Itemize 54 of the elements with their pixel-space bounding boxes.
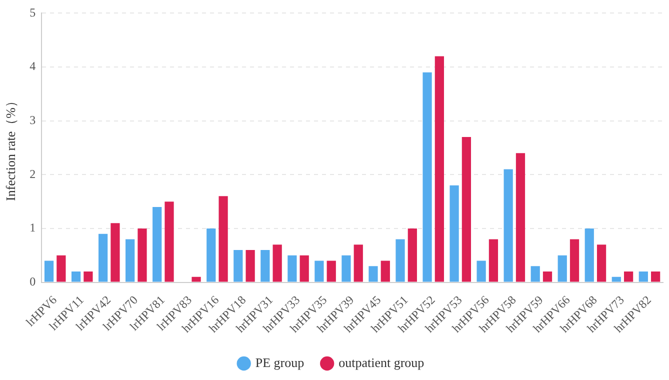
bar: [44, 260, 54, 282]
bar: [542, 272, 552, 282]
bar: [434, 56, 444, 282]
bar: [192, 276, 201, 282]
bar: [314, 260, 324, 282]
bar: [234, 250, 243, 282]
bar: [396, 239, 405, 282]
bar: [110, 223, 120, 282]
bar: [84, 272, 93, 282]
bar: [342, 255, 351, 282]
bar: [462, 136, 472, 282]
bar: [422, 72, 432, 282]
bar: [354, 244, 363, 282]
bar: [558, 255, 567, 282]
bar: [584, 228, 594, 282]
bar: [488, 239, 498, 282]
bar: [138, 228, 147, 282]
y-tick-label: 2: [30, 166, 36, 181]
bar: [326, 260, 336, 282]
bar: [71, 272, 81, 282]
bar: [476, 260, 486, 282]
bar: [56, 255, 66, 282]
legend-label: PE group: [255, 354, 304, 370]
bar: [152, 206, 162, 282]
y-tick-label: 1: [30, 220, 36, 235]
bar: [206, 228, 216, 282]
bar: [246, 250, 255, 282]
y-axis-title: Infection rate（%）: [3, 94, 18, 201]
bar: [408, 228, 417, 282]
bar: [651, 272, 660, 282]
bar: [504, 169, 513, 282]
bar: [368, 266, 378, 282]
bar: [218, 196, 228, 282]
y-tick-label: 4: [30, 59, 36, 74]
legend-label: outpatient group: [338, 354, 424, 370]
bar: [596, 244, 606, 282]
bar: [288, 255, 297, 282]
bar: [272, 244, 282, 282]
bar: [164, 202, 174, 282]
bar: [530, 266, 540, 282]
bar: [612, 276, 621, 282]
y-tick-label: 0: [30, 274, 36, 288]
bar: [516, 153, 526, 282]
bar: [380, 260, 390, 282]
y-tick-label: 5: [30, 5, 36, 20]
bar: [300, 255, 309, 282]
bar: [126, 239, 135, 282]
bar: [570, 239, 580, 282]
bar: [624, 272, 634, 282]
y-tick-label: 3: [30, 112, 36, 127]
bar: [98, 234, 108, 282]
bar: [450, 185, 459, 282]
bar: [638, 272, 648, 282]
bar: [260, 250, 270, 282]
